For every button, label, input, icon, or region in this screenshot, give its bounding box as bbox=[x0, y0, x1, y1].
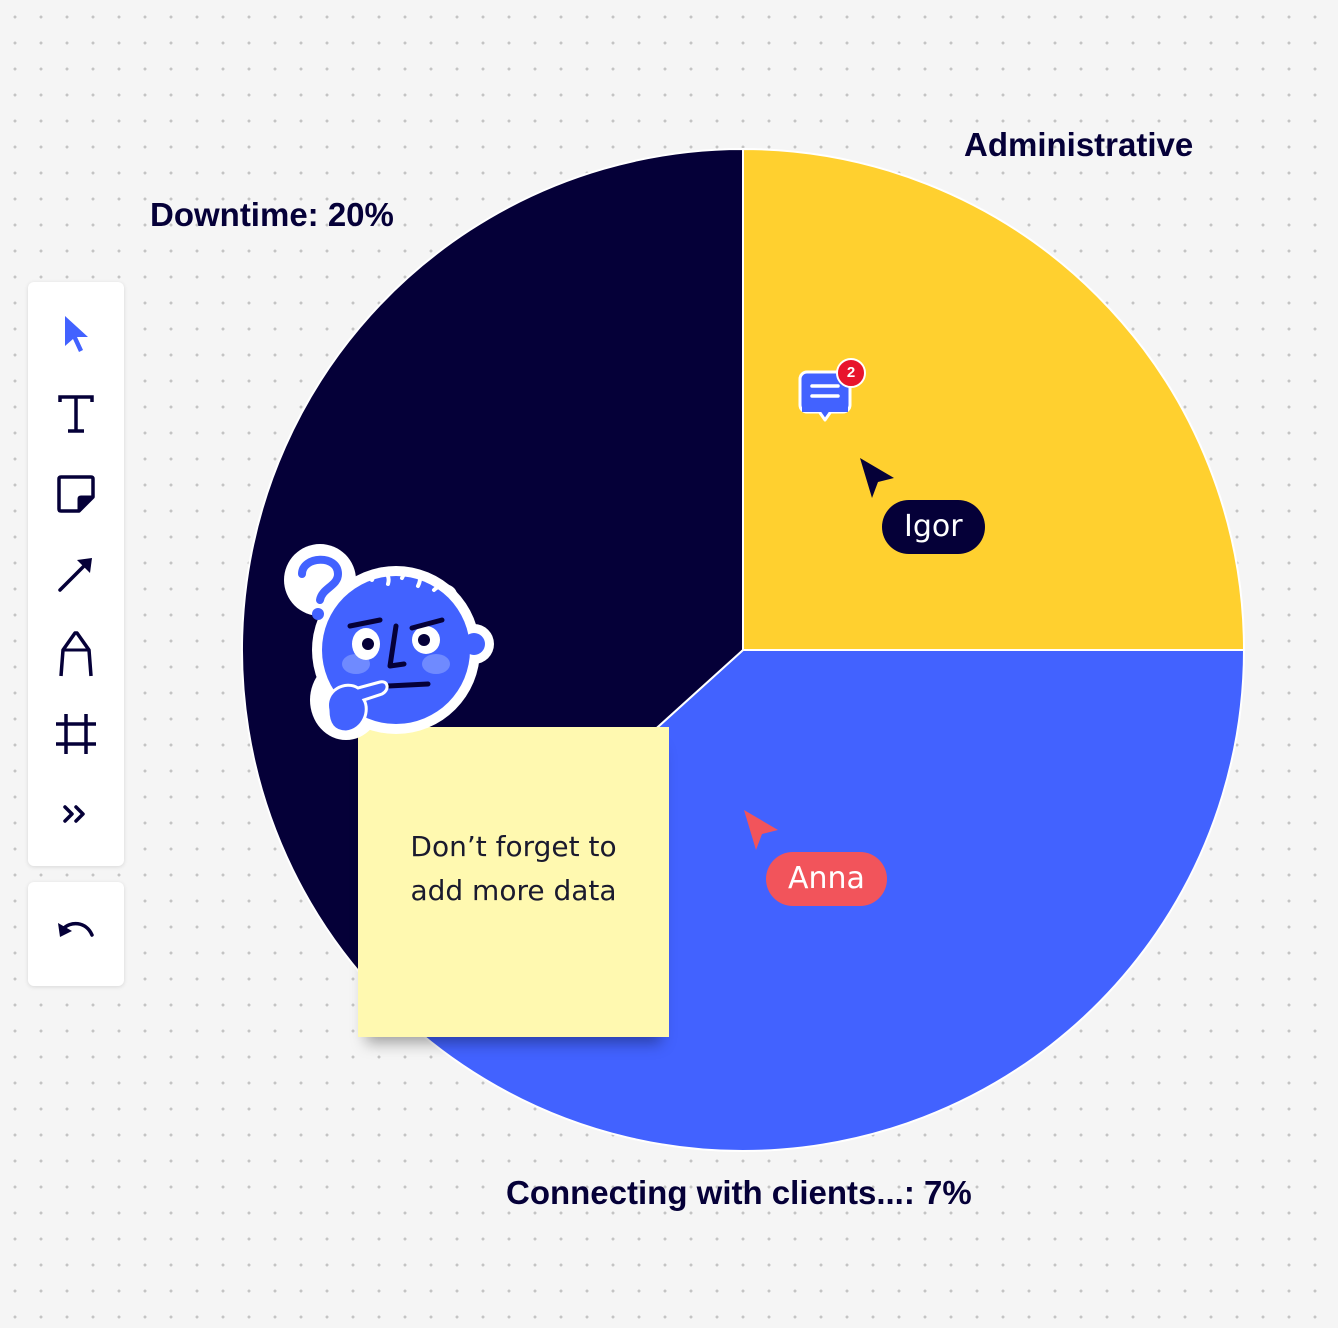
arrow-icon bbox=[58, 558, 92, 592]
more-tools-button[interactable] bbox=[52, 790, 100, 838]
cursor-arrow-icon bbox=[65, 316, 88, 352]
comment-icon bbox=[798, 370, 852, 422]
sticky-note-text: Don’t forget to add more data bbox=[384, 825, 644, 913]
sticky-note-line-1: Don’t forget to bbox=[410, 830, 617, 863]
select-tool[interactable] bbox=[52, 310, 100, 358]
undo-button[interactable] bbox=[52, 910, 100, 958]
thinking-face-sticker-icon[interactable] bbox=[284, 540, 500, 746]
igor-cursor-icon bbox=[860, 458, 894, 498]
toolbar bbox=[28, 282, 124, 866]
pen-tool[interactable] bbox=[52, 630, 100, 678]
undo-icon bbox=[58, 921, 94, 937]
text-tool[interactable] bbox=[52, 390, 100, 438]
sticky-note-tool[interactable] bbox=[52, 470, 100, 518]
slice-label-administrative: Administrative bbox=[964, 126, 1194, 163]
chevrons-right-icon bbox=[63, 805, 85, 823]
pie-slice-administrative[interactable] bbox=[742, 147, 1246, 651]
frame-icon bbox=[56, 714, 96, 754]
sticky-note[interactable]: Don’t forget to add more data bbox=[358, 727, 669, 1037]
undo-panel bbox=[28, 882, 124, 986]
connection-line-tool[interactable] bbox=[52, 550, 100, 598]
collaborator-anna-label: Anna bbox=[766, 852, 887, 906]
comment-count-badge: 2 bbox=[836, 358, 866, 388]
text-icon bbox=[58, 395, 94, 433]
sticky-note-icon bbox=[57, 475, 95, 513]
sticky-note-line-2: add more data bbox=[410, 874, 617, 907]
anna-cursor-icon bbox=[744, 810, 778, 850]
pen-icon bbox=[59, 631, 93, 677]
collaborator-igor-label: Igor bbox=[882, 500, 985, 554]
slice-label-connecting-with-clients: Connecting with clients...: 7% bbox=[506, 1174, 972, 1211]
frame-tool[interactable] bbox=[52, 710, 100, 758]
comment-marker[interactable]: 2 bbox=[798, 356, 868, 422]
slice-label-downtime: Downtime: 20% bbox=[150, 196, 394, 233]
